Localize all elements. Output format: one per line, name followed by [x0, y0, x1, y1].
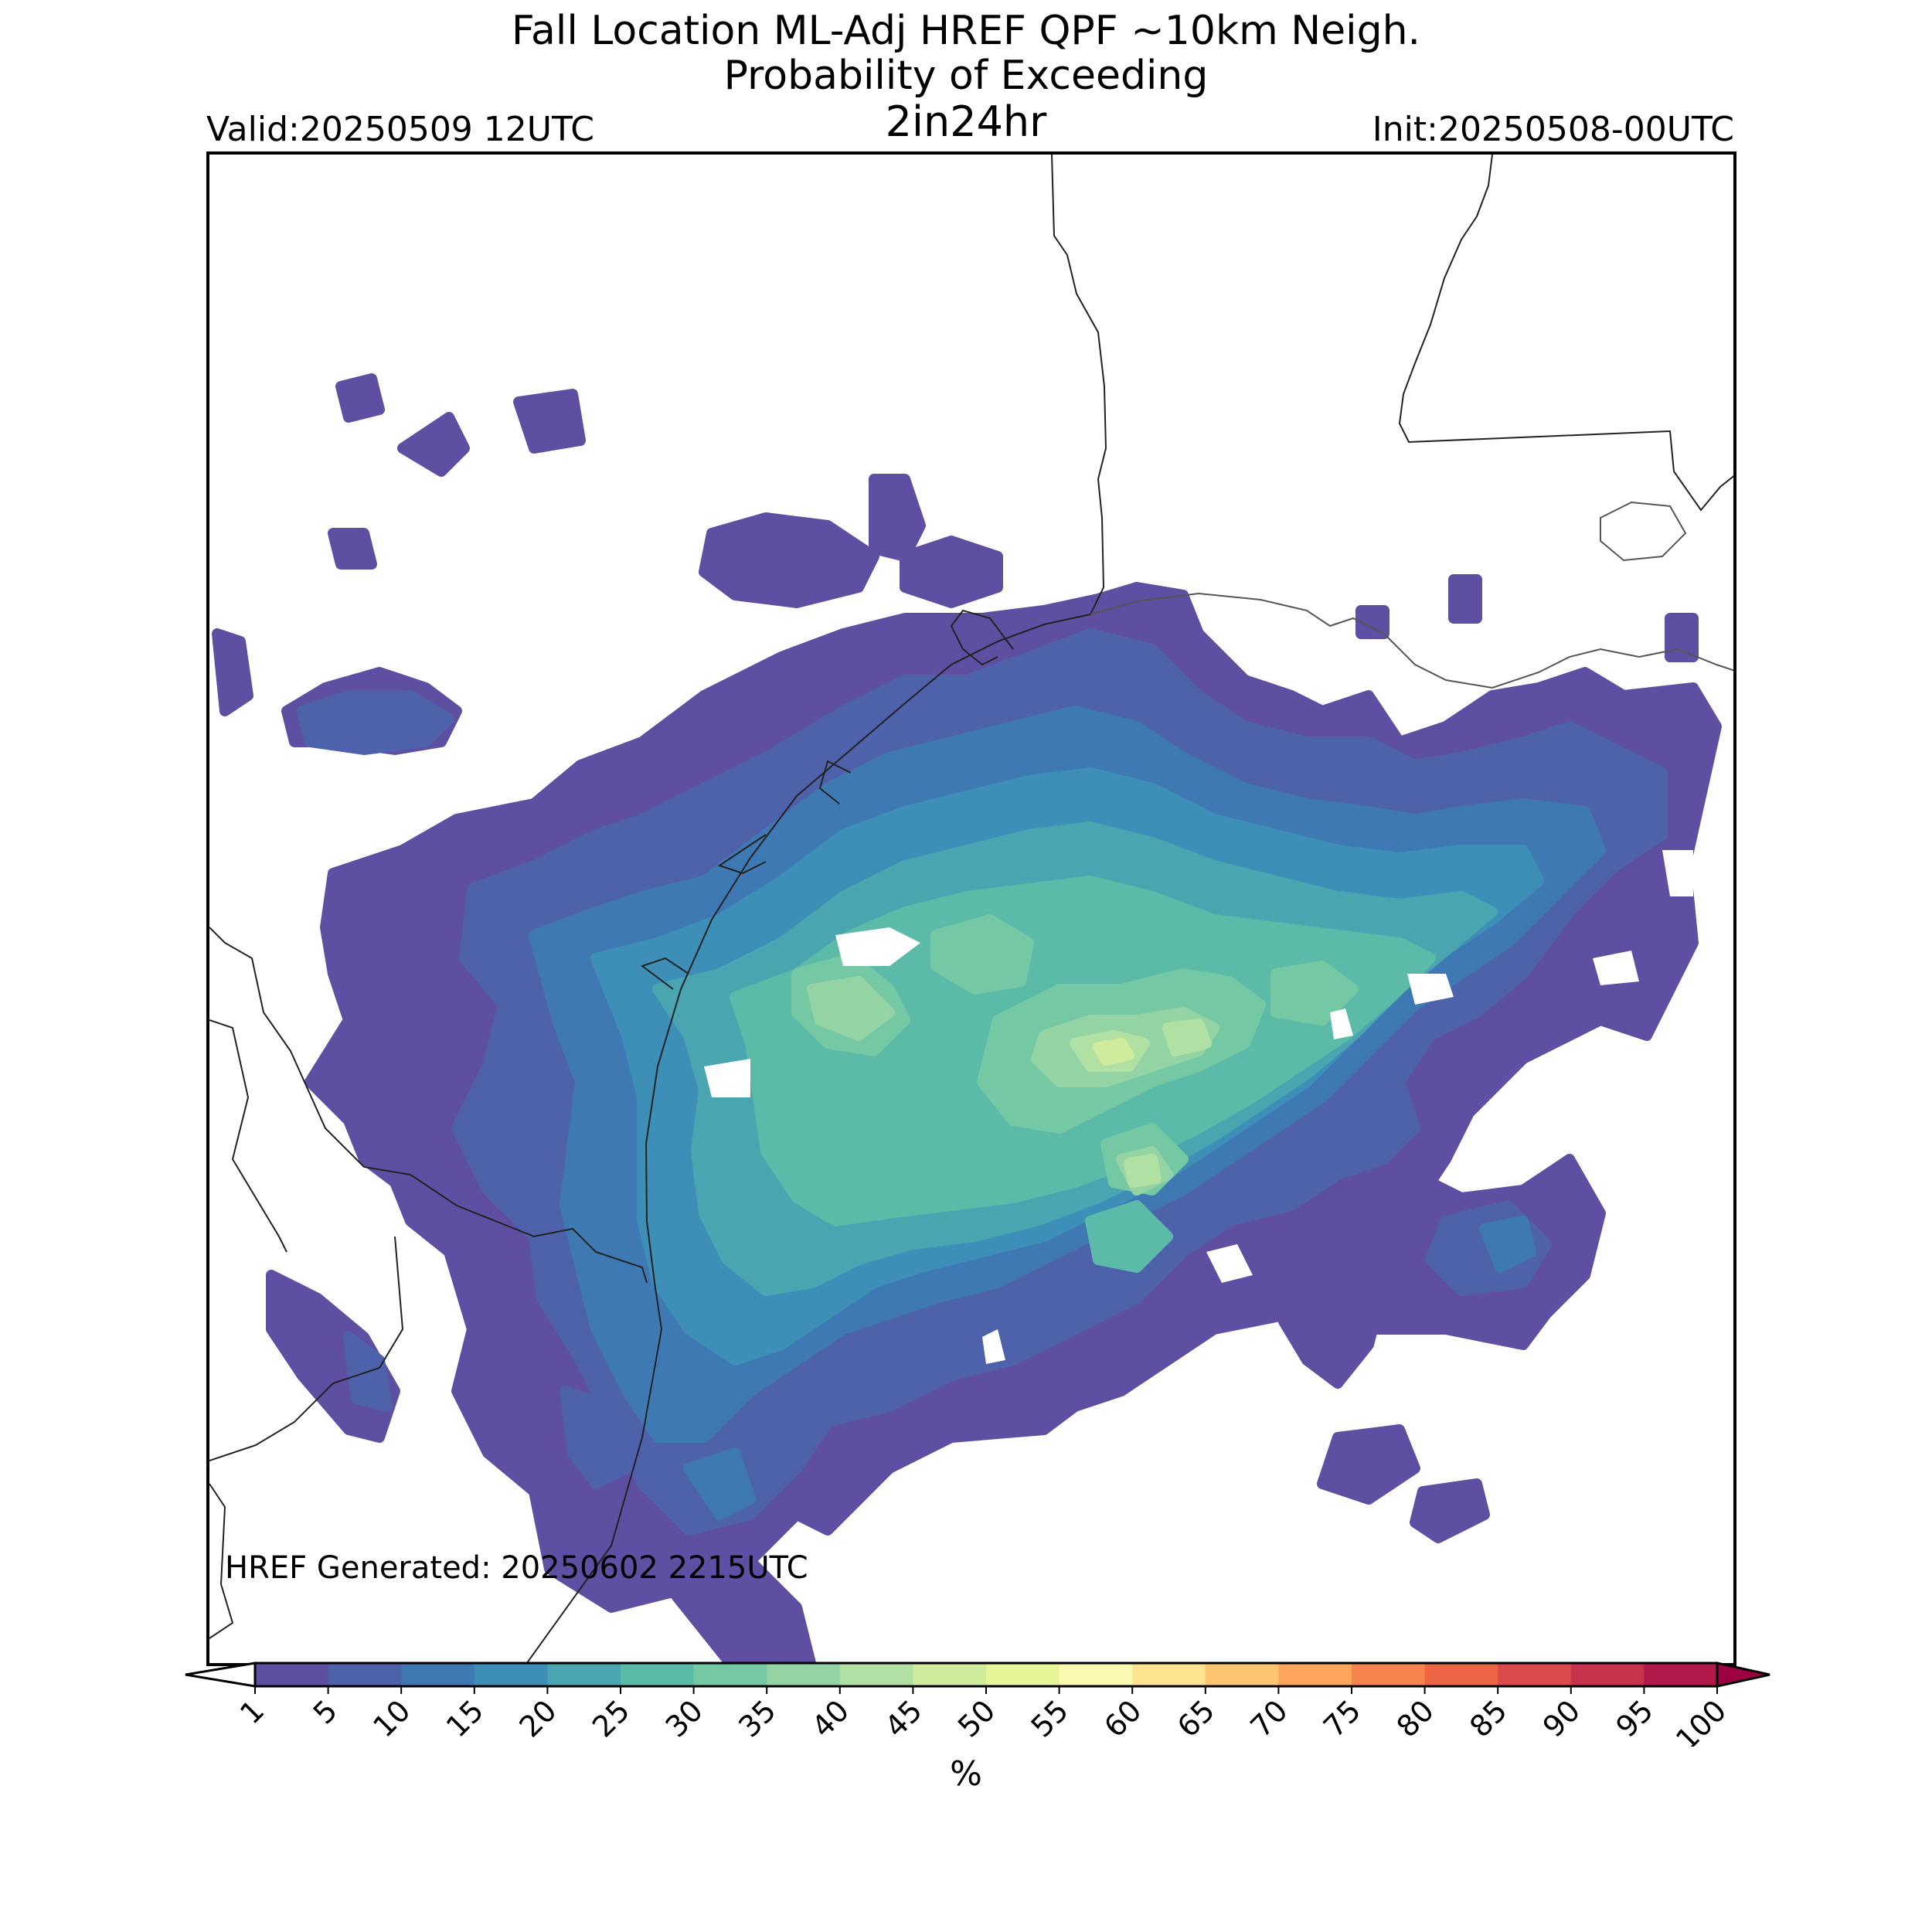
probability-contour-level-1 — [1448, 574, 1482, 624]
colorbar-tick-label: 65 — [1171, 1693, 1221, 1743]
colorbar-cell — [913, 1663, 987, 1686]
probability-contour-level-1 — [1665, 613, 1699, 662]
colorbar-tick-label: 10 — [366, 1693, 417, 1743]
map-panel: HREF Generated: 20250602 2215UTC — [206, 151, 1736, 1666]
probability-gap — [1206, 1244, 1253, 1283]
colorbar-cell — [693, 1663, 767, 1686]
probability-contour-level-40 — [1124, 1154, 1162, 1188]
probability-contour-level-1 — [1317, 1424, 1420, 1505]
init-time-label: Init:20250508-00UTC — [1372, 110, 1734, 149]
colorbar-unit-label: % — [950, 1754, 982, 1794]
colorbar-tick-label: 100 — [1669, 1693, 1733, 1747]
colorbar-tick-label: 40 — [805, 1693, 855, 1743]
chart-title-threshold: 2in24hr — [885, 97, 1047, 146]
probability-contour-level-30 — [1270, 961, 1359, 1026]
colorbar-over-extend — [1716, 1662, 1770, 1688]
colorbar-cell — [1570, 1663, 1645, 1686]
colorbar-tick-label: 90 — [1536, 1693, 1587, 1743]
colorbar-tick-label: 5 — [307, 1693, 344, 1730]
probability-contour-level-1 — [212, 628, 253, 716]
colorbar-cell — [547, 1663, 621, 1686]
colorbar-cell — [986, 1663, 1060, 1686]
colorbar-tick-label: 70 — [1243, 1693, 1294, 1743]
colorbar-tick-label: 75 — [1317, 1693, 1367, 1743]
probability-contour-level-1 — [1410, 1478, 1490, 1543]
probability-gap — [1593, 951, 1639, 985]
colorbar-cell — [1059, 1663, 1133, 1686]
probability-contour-level-1 — [699, 512, 879, 608]
probability-contour-level-1 — [1270, 1247, 1389, 1389]
probability-contour-level-1 — [513, 389, 586, 454]
probability-contour-level-1 — [900, 536, 1003, 608]
probability-gap — [982, 1329, 1005, 1364]
chart-title-line-1: Fall Location ML-Adj HREF QPF ~10km Neig… — [511, 8, 1421, 54]
colorbar-tick-label: 45 — [878, 1693, 928, 1743]
coastline-state-borders — [209, 155, 1733, 1663]
probability-contour-level-1 — [397, 412, 470, 477]
probability-contour-level-45 — [1093, 1038, 1134, 1066]
probability-contour-level-5 — [297, 690, 454, 755]
colorbar-tick-label: 25 — [586, 1693, 636, 1743]
colorbar-tick-label: 95 — [1609, 1693, 1659, 1743]
colorbar-cell — [255, 1663, 329, 1686]
href-generated-label: HREF Generated: 20250602 2215UTC — [225, 1550, 808, 1586]
colorbar-cell — [328, 1663, 402, 1686]
probability-gap — [835, 927, 920, 966]
probability-contour-level-1 — [335, 373, 385, 423]
colorbar-tick-label: 60 — [1097, 1693, 1148, 1743]
colorbar-cell — [621, 1663, 695, 1686]
colorbar-tick-label: 20 — [512, 1693, 563, 1743]
probability-contour-level-10 — [683, 1447, 756, 1520]
colorbar-cell — [1352, 1663, 1426, 1686]
probability-map — [209, 155, 1733, 1663]
probability-contour-level-10 — [1479, 1216, 1536, 1273]
probability-gap — [1662, 850, 1693, 896]
colorbar-tick-label: 50 — [951, 1693, 1002, 1743]
probability-contour-level-5 — [560, 1386, 632, 1489]
colorbar-tick-label: 80 — [1390, 1693, 1440, 1743]
probability-contour-level-1 — [1355, 605, 1389, 639]
probability-contour-level-1 — [328, 528, 377, 570]
colorbar-cell — [839, 1663, 913, 1686]
probability-gap — [704, 1059, 750, 1097]
valid-time-label: Valid:20250509 12UTC — [206, 110, 595, 149]
colorbar-cell — [1498, 1663, 1572, 1686]
colorbar-tick-label: 85 — [1463, 1693, 1513, 1743]
colorbar-tick-label: 35 — [732, 1693, 782, 1743]
colorbar-cell — [401, 1663, 475, 1686]
probability-contour-level-40 — [1162, 1019, 1212, 1056]
probability-gap — [1554, 1059, 1577, 1094]
colorbar-cell — [474, 1663, 548, 1686]
probability-contour-level-30 — [930, 914, 1034, 995]
colorbar-tick-label: 1 — [233, 1693, 270, 1730]
colorbar-cell — [1644, 1663, 1718, 1686]
colorbar-under-extend — [185, 1662, 257, 1688]
probability-gap — [1407, 974, 1454, 1005]
colorbar-cell — [1132, 1663, 1206, 1686]
probability-contour-level-1 — [869, 474, 926, 562]
colorbar-tick-label: 55 — [1025, 1693, 1075, 1743]
colorbar-tick-label: 15 — [440, 1693, 490, 1743]
colorbar-cell — [767, 1663, 841, 1686]
probability-gap — [1330, 1009, 1353, 1039]
colorbar-cell — [1205, 1663, 1279, 1686]
colorbar-cell — [1424, 1663, 1498, 1686]
probability-contour-level-25 — [1085, 1200, 1173, 1273]
colorbar: 1 5 10 15 20 25 30 35 40 45 50 55 60 65 70 75 80 85 90 95 10… — [185, 1662, 1770, 1747]
probability-contour-level-35 — [807, 976, 895, 1041]
colorbar-tick-label: 30 — [659, 1693, 709, 1743]
colorbar-cell — [1278, 1663, 1352, 1686]
chart-title-line-2: Probability of Exceeding — [723, 53, 1209, 99]
probability-field — [212, 373, 1722, 1663]
